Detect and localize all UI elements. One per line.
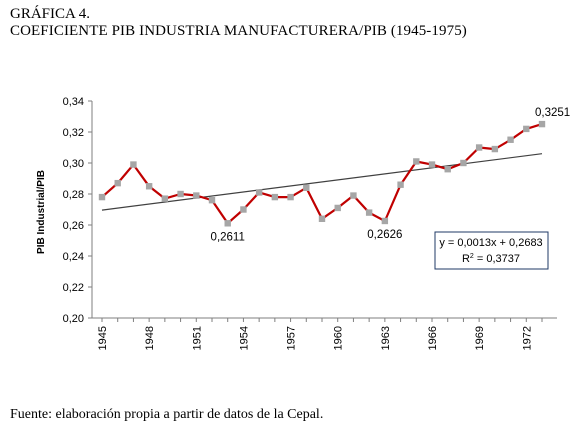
equation-box-frame — [434, 231, 549, 270]
data-point — [491, 145, 499, 153]
series-path — [101, 123, 543, 225]
trendline-equation: y = 0,0013x + 0,2683 — [439, 237, 542, 249]
data-label: 0,2626 — [367, 229, 402, 241]
y-tick-label: 0,24 — [63, 251, 84, 263]
x-tick-label: 1945 — [97, 326, 109, 350]
data-point — [318, 215, 326, 222]
data-point — [130, 161, 137, 168]
data-point — [98, 193, 106, 201]
data-point — [475, 144, 483, 151]
x-tick-label: 1948 — [144, 326, 156, 350]
x-tick-label: 1966 — [427, 326, 439, 350]
x-tick-label: 1954 — [238, 326, 250, 350]
figure-label: GRÁFICA 4. — [10, 6, 91, 22]
data-point — [397, 181, 404, 188]
data-point — [224, 220, 231, 227]
y-tick-label: 0,34 — [63, 96, 84, 108]
data-point — [114, 179, 121, 187]
data-point — [413, 158, 420, 165]
y-tick-label: 0,30 — [63, 158, 84, 170]
data-point — [428, 161, 436, 168]
figure-title: COEFICIENTE PIB INDUSTRIA MANUFACTURERA/… — [10, 23, 467, 39]
data-point — [287, 193, 294, 201]
x-tick-label: 1957 — [286, 326, 298, 350]
y-tick-label: 0,20 — [63, 313, 84, 325]
figure-source: Fuente: elaboración propia a partir de d… — [10, 407, 324, 422]
y-tick-label: 0,22 — [63, 282, 84, 294]
data-point — [145, 183, 153, 190]
y-tick-label: 0,28 — [63, 189, 84, 201]
data-point — [255, 189, 263, 196]
data-label: 0,3251 — [535, 107, 570, 119]
x-tick-label: 1969 — [474, 326, 486, 350]
data-point — [161, 195, 169, 202]
data-point — [460, 159, 467, 167]
data-point — [523, 125, 530, 133]
x-tick-label: 1951 — [191, 326, 203, 350]
x-tick-labels: 1945 1948 1951 1954 1957 1960 1963 1966 1969 1972 — [97, 326, 533, 350]
x-tick-label: 1963 — [380, 326, 392, 350]
x-tick-label: 1972 — [521, 326, 533, 350]
trendline — [101, 153, 543, 211]
data-point — [271, 193, 279, 201]
trendline-r-squared: R2 = 0,3737 — [462, 253, 520, 265]
series-line — [101, 123, 543, 225]
data-markers — [98, 120, 546, 227]
data-point — [177, 190, 184, 198]
axes — [88, 100, 557, 322]
data-point — [240, 206, 247, 213]
data-point — [381, 217, 389, 225]
y-tick-label: 0,32 — [63, 127, 84, 139]
data-label: 0,2611 — [211, 231, 245, 243]
data-point — [507, 136, 514, 143]
y-axis-title: PIB Industrial/PIB — [36, 170, 47, 254]
trendline-line — [101, 153, 543, 211]
x-tick-label: 1960 — [333, 326, 345, 350]
y-tick-label: 0,26 — [63, 220, 84, 232]
trendline-equation-box: y = 0,0013x + 0,2683 R2 = 0,3737 — [434, 231, 549, 270]
data-point — [538, 120, 546, 128]
data-point — [350, 192, 357, 199]
data-point — [444, 166, 451, 173]
data-point — [208, 197, 216, 204]
y-tick-labels: 0,20 0,22 0,24 0,26 0,28 0,30 0,32 0,34 — [63, 96, 84, 325]
data-point — [365, 209, 373, 216]
data-labels: 0,2611 0,2626 0,3251 — [211, 107, 571, 243]
data-point — [334, 204, 341, 212]
data-point — [193, 192, 200, 199]
data-point — [303, 184, 310, 191]
